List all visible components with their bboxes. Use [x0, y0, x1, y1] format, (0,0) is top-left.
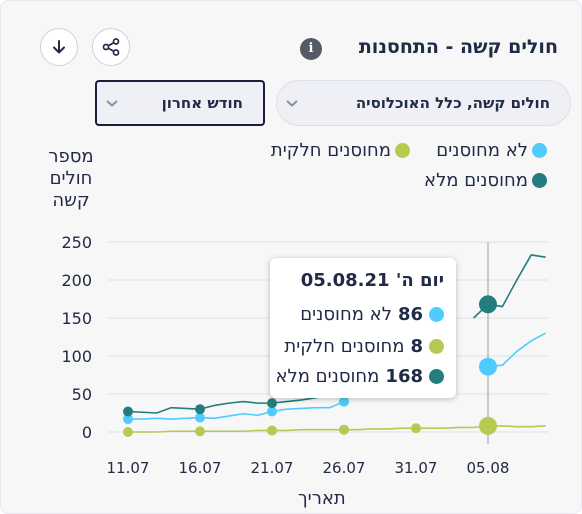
legend-item-unvaccinated[interactable]: לא מחוסנים — [436, 140, 547, 161]
period-dropdown-label: חודש אחרון — [161, 94, 243, 112]
x-tick-label: 16.07 — [179, 459, 222, 477]
data-point-full — [479, 295, 497, 314]
legend-swatch — [532, 173, 547, 188]
y-tick-label: 50 — [72, 385, 92, 404]
share-icon — [102, 38, 120, 56]
data-point-full — [195, 404, 205, 415]
info-icon[interactable]: i — [300, 38, 322, 60]
data-point-unvaccinated — [123, 414, 133, 425]
x-tick-label: 05.08 — [467, 459, 510, 477]
x-tick-label: 21.07 — [251, 459, 294, 477]
data-point-partial — [195, 426, 205, 437]
data-point-partial — [339, 424, 349, 435]
legend-item-partial[interactable]: מחוסנים חלקית — [271, 140, 410, 161]
data-point-full — [267, 398, 277, 409]
x-axis-label: תאריך — [298, 488, 346, 509]
data-point-partial — [123, 427, 133, 437]
y-tick-label: 150 — [61, 309, 92, 328]
tooltip-row-full: 168 מחוסנים מלא — [275, 366, 444, 387]
y-tick-label: 200 — [61, 271, 92, 290]
legend-swatch — [395, 143, 410, 158]
data-point-partial — [411, 423, 421, 434]
chart-tooltip: יום ה' 05.08.21 86 לא מחוסנים 8 מחוסנים … — [270, 258, 456, 398]
tooltip-row-unvaccinated: 86 לא מחוסנים — [300, 304, 444, 325]
data-point-unvaccinated — [195, 412, 205, 423]
population-dropdown-label: חולים קשה, כלל האוכלוסיה — [355, 94, 550, 112]
y-tick-label: 0 — [82, 423, 92, 442]
data-point-partial — [267, 425, 277, 436]
chevron-down-icon — [277, 98, 307, 108]
tooltip-swatch — [429, 369, 444, 384]
period-dropdown[interactable]: חודש אחרון — [95, 80, 265, 126]
legend-label: לא מחוסנים — [436, 140, 528, 161]
data-point-unvaccinated — [339, 396, 349, 407]
tooltip-label: לא מחוסנים — [300, 304, 392, 325]
population-dropdown[interactable]: חולים קשה, כלל האוכלוסיה — [276, 80, 571, 126]
tooltip-date: יום ה' 05.08.21 — [300, 270, 444, 291]
y-tick-label: 100 — [61, 347, 92, 366]
legend-label: מחוסנים חלקית — [270, 140, 391, 161]
series-line-full — [127, 391, 345, 414]
data-point-unvaccinated — [479, 357, 497, 376]
data-point-full — [123, 406, 133, 417]
x-tick-label: 26.07 — [323, 459, 366, 477]
y-axis-label: מספר חולים קשה — [48, 146, 94, 211]
tooltip-row-partial: 8 מחוסנים חלקית — [284, 336, 444, 357]
tooltip-value: 168 — [385, 366, 423, 387]
x-tick-label: 31.07 — [395, 459, 438, 477]
legend-item-full[interactable]: מחוסנים מלא — [424, 170, 547, 191]
tooltip-value: 8 — [410, 336, 423, 357]
data-point-unvaccinated — [267, 406, 277, 417]
chevron-down-icon — [97, 98, 127, 108]
data-point-partial — [479, 416, 497, 435]
download-icon — [53, 40, 65, 54]
share-button[interactable] — [92, 28, 130, 66]
tooltip-swatch — [429, 339, 444, 354]
x-tick-label: 11.07 — [107, 459, 150, 477]
tooltip-value: 86 — [397, 304, 423, 325]
series-line-unvaccinated — [128, 400, 345, 420]
tooltip-label: מחוסנים מלא — [275, 366, 380, 387]
download-button[interactable] — [40, 28, 78, 66]
chart-title: חולים קשה - התחסנות — [358, 36, 558, 58]
legend-label: מחוסנים מלא — [424, 170, 528, 191]
tooltip-label: מחוסנים חלקית — [284, 336, 405, 357]
tooltip-swatch — [429, 307, 444, 322]
y-tick-label: 250 — [61, 233, 92, 252]
series-line-unvaccinated — [487, 332, 546, 368]
legend-swatch — [532, 143, 547, 158]
